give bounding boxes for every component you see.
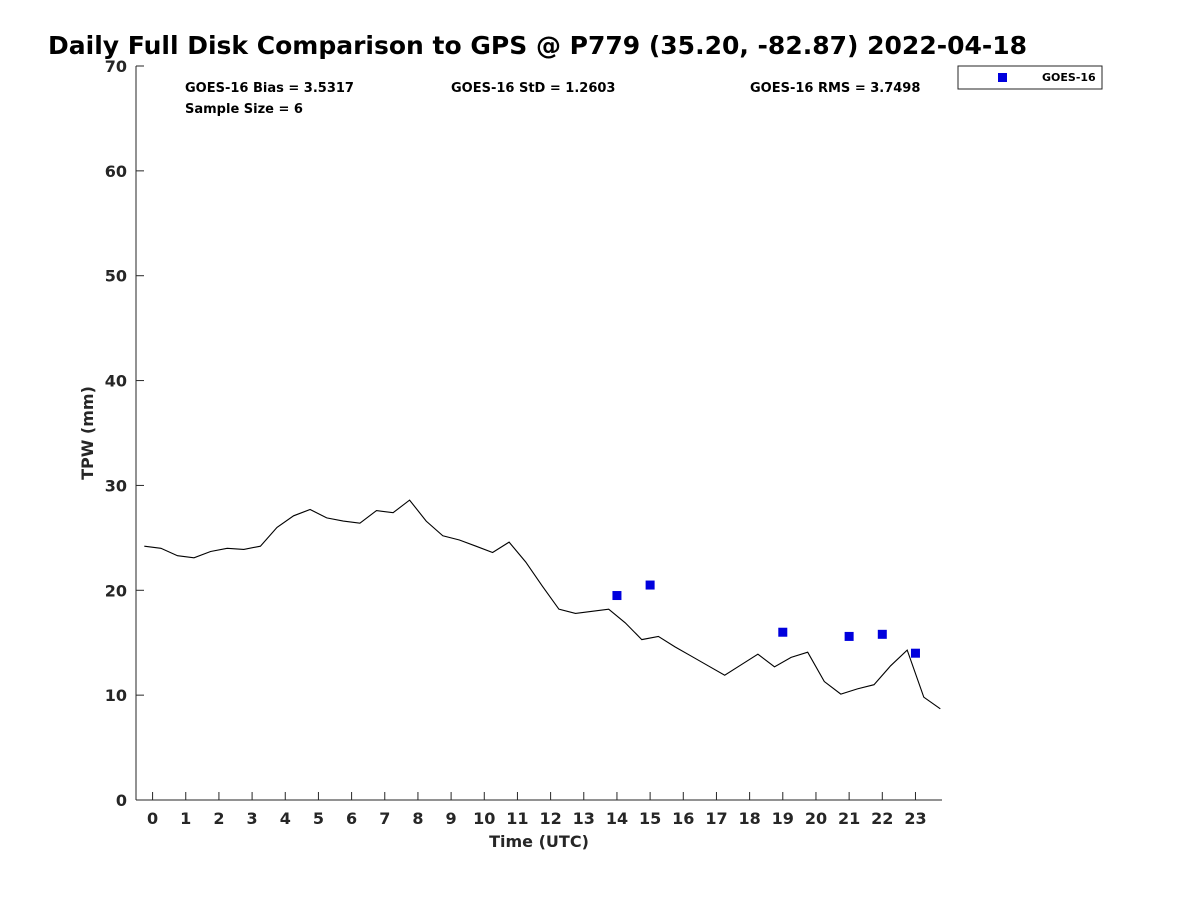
std-stat: GOES-16 StD = 1.2603 xyxy=(451,81,615,96)
sample-size-stat: Sample Size = 6 xyxy=(185,102,303,117)
x-tick-label: 7 xyxy=(379,809,390,828)
x-tick-label: 10 xyxy=(473,809,495,828)
legend-marker-goes16 xyxy=(998,73,1007,82)
x-tick-label: 20 xyxy=(805,809,827,828)
x-tick-label: 19 xyxy=(772,809,794,828)
y-axis-label: TPW (mm) xyxy=(78,386,97,480)
x-axis-label: Time (UTC) xyxy=(489,832,589,851)
x-tick-label: 3 xyxy=(247,809,258,828)
legend: GOES-16 xyxy=(957,65,1103,90)
x-tick-label: 1 xyxy=(180,809,191,828)
x-axis-ticks: 0 1 2 3 4 5 6 7 8 9 10 11 12 13 14 15 16 17 18 19 20 21 22 23 xyxy=(147,792,927,828)
bias-stat: GOES-16 Bias = 3.5317 xyxy=(185,81,354,96)
x-tick-label: 18 xyxy=(738,809,760,828)
x-tick-label: 21 xyxy=(838,809,860,828)
x-tick-label: 9 xyxy=(446,809,457,828)
x-tick-label: 4 xyxy=(280,809,291,828)
plot-axes xyxy=(135,66,942,801)
goes16-point xyxy=(778,627,788,637)
series-layer xyxy=(144,499,941,710)
x-tick-label: 15 xyxy=(639,809,661,828)
y-tick-label: 10 xyxy=(105,686,127,705)
y-tick-label: 30 xyxy=(105,476,127,495)
x-tick-label: 13 xyxy=(573,809,595,828)
gps-tpw-line xyxy=(144,499,941,710)
goes16-point xyxy=(910,648,920,658)
x-tick-label: 8 xyxy=(412,809,423,828)
legend-box xyxy=(957,65,1103,90)
x-tick-label: 14 xyxy=(606,809,628,828)
y-tick-label: 50 xyxy=(105,267,127,286)
rms-stat: GOES-16 RMS = 3.7498 xyxy=(750,81,920,96)
y-axis-ticks: 0 10 20 30 40 50 60 70 xyxy=(105,57,144,810)
goes16-point xyxy=(844,631,854,641)
x-tick-label: 12 xyxy=(539,809,561,828)
x-tick-label: 22 xyxy=(871,809,893,828)
y-tick-label: 0 xyxy=(116,791,127,810)
chart-title: Daily Full Disk Comparison to GPS @ P779… xyxy=(48,31,1027,60)
x-tick-label: 17 xyxy=(705,809,727,828)
x-tick-label: 0 xyxy=(147,809,158,828)
legend-label-goes16: GOES-16 xyxy=(1042,71,1096,84)
x-tick-label: 2 xyxy=(213,809,224,828)
y-tick-label: 40 xyxy=(105,372,127,391)
y-tick-label: 70 xyxy=(105,57,127,76)
goes16-point xyxy=(877,629,887,639)
y-tick-label: 20 xyxy=(105,581,127,600)
goes16-point xyxy=(612,591,622,601)
x-tick-label: 23 xyxy=(904,809,926,828)
x-tick-label: 16 xyxy=(672,809,694,828)
x-tick-label: 5 xyxy=(313,809,324,828)
x-tick-label: 6 xyxy=(346,809,357,828)
goes16-point xyxy=(645,580,655,590)
x-tick-label: 11 xyxy=(506,809,528,828)
y-tick-label: 60 xyxy=(105,162,127,181)
